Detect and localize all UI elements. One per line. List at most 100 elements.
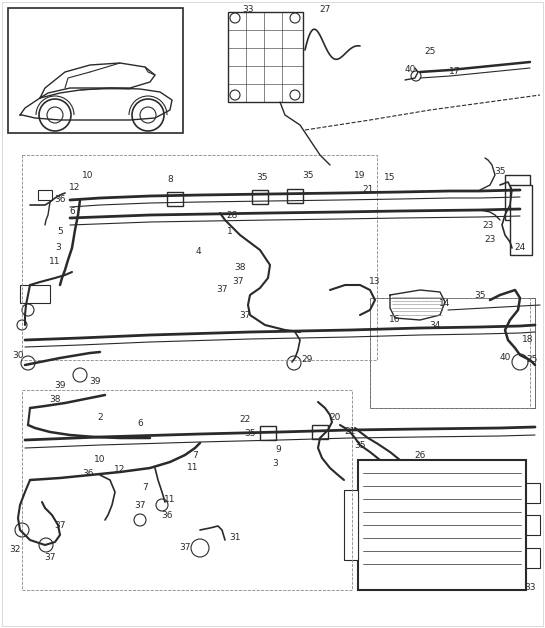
Text: 15: 15 — [384, 173, 396, 183]
Text: 25: 25 — [526, 355, 538, 364]
Text: 35: 35 — [494, 168, 506, 176]
Circle shape — [47, 107, 63, 123]
Circle shape — [134, 514, 146, 526]
Text: 9: 9 — [275, 445, 281, 455]
Circle shape — [39, 99, 71, 131]
Text: 11: 11 — [164, 495, 175, 504]
Bar — [22, 155, 377, 360]
Text: 37: 37 — [239, 311, 251, 320]
Text: 23: 23 — [482, 220, 494, 229]
Circle shape — [132, 99, 164, 131]
Circle shape — [73, 368, 87, 382]
Bar — [526, 548, 540, 568]
Text: 7: 7 — [142, 484, 148, 492]
Text: 2: 2 — [97, 413, 103, 423]
Bar — [370, 298, 535, 408]
Bar — [22, 390, 352, 590]
Text: 34: 34 — [429, 322, 441, 330]
Bar — [252, 190, 268, 204]
Bar — [38, 190, 52, 200]
Text: 37: 37 — [54, 521, 66, 529]
Text: 37: 37 — [134, 501, 146, 509]
Text: 6: 6 — [69, 207, 75, 217]
Bar — [260, 426, 276, 440]
Bar — [20, 285, 50, 303]
Text: 17: 17 — [449, 67, 461, 77]
Circle shape — [287, 356, 301, 370]
Bar — [8, 8, 183, 133]
Text: 29: 29 — [301, 355, 313, 364]
Text: 35: 35 — [244, 428, 256, 438]
Text: 26: 26 — [414, 450, 426, 460]
Text: 21: 21 — [344, 428, 356, 436]
Text: 38: 38 — [234, 264, 246, 273]
Bar — [510, 185, 532, 255]
Text: 37: 37 — [44, 553, 56, 563]
Text: 4: 4 — [195, 247, 201, 256]
Bar — [370, 298, 530, 408]
Text: 31: 31 — [229, 534, 241, 543]
Text: 37: 37 — [216, 286, 228, 295]
Text: 12: 12 — [114, 465, 126, 475]
Circle shape — [191, 539, 209, 557]
Text: 36: 36 — [161, 511, 173, 519]
Circle shape — [230, 13, 240, 23]
Text: 20: 20 — [329, 413, 341, 423]
Text: 3: 3 — [55, 244, 61, 252]
Text: 36: 36 — [82, 470, 94, 479]
Text: 18: 18 — [522, 335, 534, 345]
Text: 6: 6 — [137, 418, 143, 428]
Text: 19: 19 — [354, 170, 366, 180]
Text: 37: 37 — [232, 278, 244, 286]
Bar — [228, 12, 303, 102]
Bar — [370, 298, 535, 408]
Text: 8: 8 — [167, 175, 173, 185]
Text: 37: 37 — [179, 543, 191, 553]
Circle shape — [290, 90, 300, 100]
Text: 14: 14 — [439, 298, 451, 308]
Bar — [505, 175, 530, 220]
Circle shape — [156, 499, 168, 511]
Text: 5: 5 — [57, 227, 63, 237]
Circle shape — [290, 13, 300, 23]
Text: 1: 1 — [227, 227, 233, 237]
Text: 12: 12 — [69, 183, 81, 193]
Circle shape — [22, 304, 34, 316]
Circle shape — [39, 538, 53, 552]
Text: 38: 38 — [49, 396, 60, 404]
Text: 23: 23 — [485, 236, 496, 244]
Bar — [287, 189, 303, 203]
Text: 11: 11 — [49, 257, 60, 266]
Text: 35: 35 — [474, 291, 486, 300]
Text: 3: 3 — [272, 458, 278, 467]
Text: 7: 7 — [192, 450, 198, 460]
Text: 32: 32 — [9, 546, 21, 555]
Text: 33: 33 — [242, 6, 254, 14]
Text: 39: 39 — [54, 381, 66, 389]
Text: 40: 40 — [404, 65, 416, 75]
Text: 33: 33 — [524, 583, 536, 592]
Text: 22: 22 — [239, 416, 251, 425]
Circle shape — [15, 523, 29, 537]
Circle shape — [230, 90, 240, 100]
Circle shape — [21, 356, 35, 370]
Circle shape — [512, 354, 528, 370]
Text: 24: 24 — [514, 244, 525, 252]
Bar — [344, 490, 358, 560]
Text: 13: 13 — [370, 278, 381, 286]
Text: 10: 10 — [82, 170, 94, 180]
Text: 16: 16 — [389, 315, 401, 325]
Text: 35: 35 — [256, 173, 268, 181]
Text: 10: 10 — [94, 455, 106, 465]
Text: 40: 40 — [499, 354, 511, 362]
Bar — [312, 425, 328, 439]
Bar — [167, 192, 183, 206]
Text: 35: 35 — [302, 170, 314, 180]
Text: 11: 11 — [187, 463, 199, 472]
Bar — [526, 515, 540, 535]
Text: 39: 39 — [89, 377, 101, 386]
Text: 35: 35 — [354, 440, 366, 450]
Circle shape — [17, 320, 27, 330]
Text: 25: 25 — [425, 48, 435, 57]
Circle shape — [140, 107, 156, 123]
